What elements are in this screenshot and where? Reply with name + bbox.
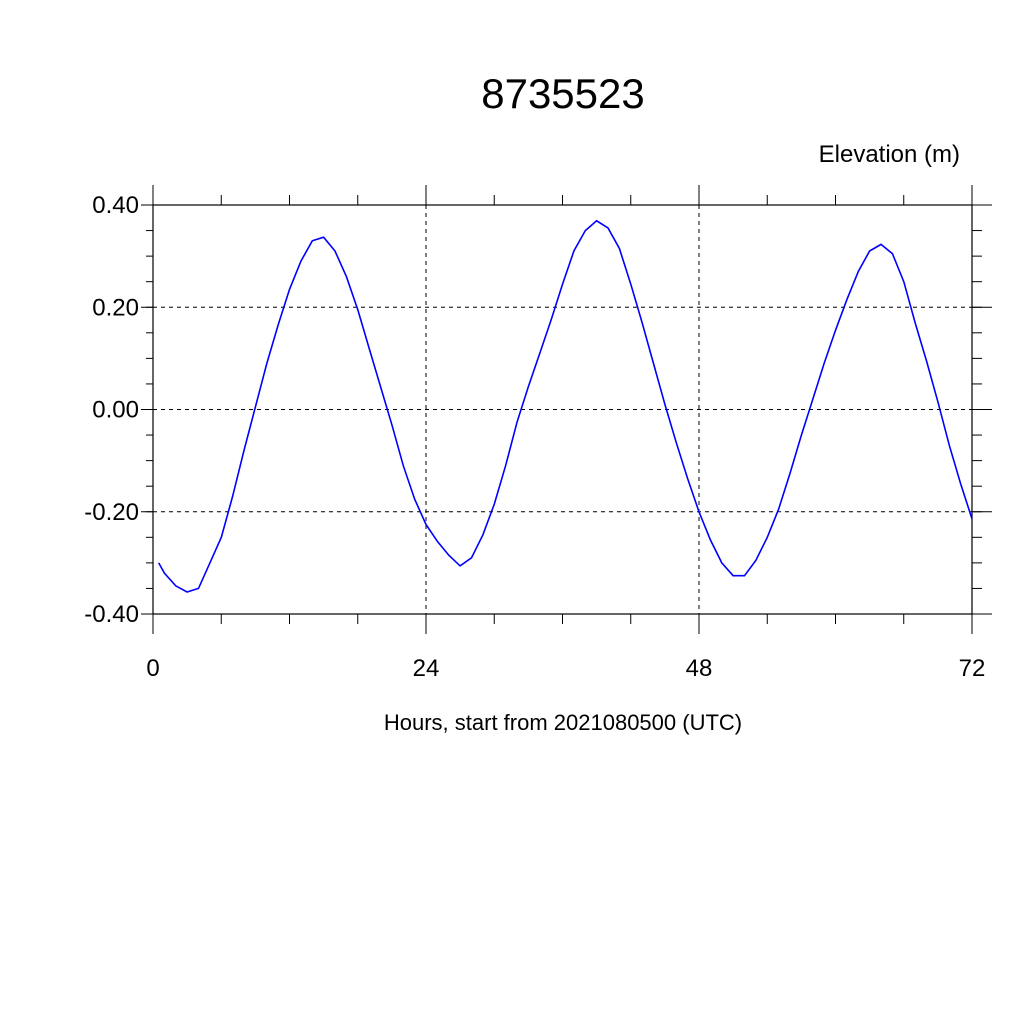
tick-labels: 0.40 0.20 0.00 -0.20 -0.40 0 24 48 72: [84, 192, 985, 682]
y-axis-label: Elevation (m): [819, 141, 960, 168]
plot-frame: [152, 204, 973, 615]
y-tick-label: 0.20: [92, 294, 139, 321]
y-tick-label: -0.40: [84, 601, 139, 628]
x-tick-label: 72: [959, 655, 986, 682]
x-tick-label: 24: [413, 655, 440, 682]
x-axis-label: Hours, start from 2021080500 (UTC): [384, 710, 742, 735]
series-line: [158, 219, 973, 593]
x-tick-label: 0: [146, 655, 159, 682]
y-tick-label: 0.40: [92, 192, 139, 219]
y-tick-label: -0.20: [84, 499, 139, 526]
ticks: [141, 185, 992, 634]
x-tick-label: 48: [686, 655, 713, 682]
chart-title: 8735523: [481, 70, 645, 117]
y-tick-label: 0.00: [92, 397, 139, 424]
grid: [152, 204, 973, 615]
